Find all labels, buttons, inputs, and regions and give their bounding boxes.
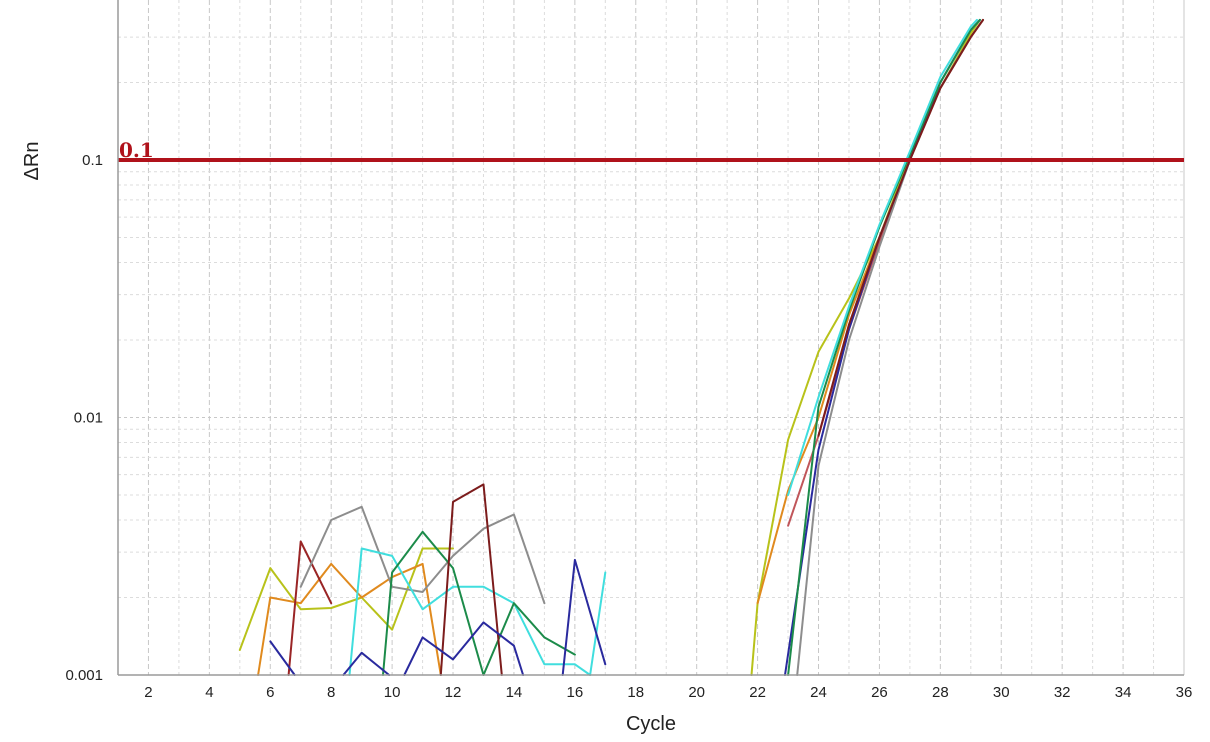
series-line-3	[287, 540, 333, 676]
x-tick-label: 20	[688, 684, 705, 701]
series-line-6	[382, 530, 576, 676]
series-line-18	[787, 18, 978, 496]
series-line-10	[403, 621, 525, 676]
x-tick-label: 36	[1176, 684, 1193, 701]
series-line-7	[439, 483, 503, 676]
grid	[118, 0, 1185, 675]
x-tick-label: 18	[627, 684, 644, 701]
y-tick-label: 0.01	[74, 410, 103, 427]
y-tick-labels: 0.001 0.01 0.1	[65, 152, 103, 684]
series-line-1	[238, 547, 454, 651]
x-tick-label: 4	[205, 684, 213, 701]
x-tick-label: 8	[327, 684, 335, 701]
series-lines	[238, 18, 984, 676]
x-axis-title: Cycle	[626, 713, 676, 735]
series-line-4	[299, 505, 546, 605]
plot-background	[118, 0, 1184, 675]
y-tick-label: 0.1	[82, 152, 103, 169]
x-tick-label: 14	[506, 684, 523, 701]
x-tick-label: 12	[445, 684, 462, 701]
x-tick-label: 24	[810, 684, 827, 701]
series-line-5	[348, 547, 607, 676]
x-tick-label: 26	[871, 684, 888, 701]
x-tick-label: 32	[1054, 684, 1071, 701]
x-tick-labels: 2 4 6 8 10 12 14 16 18 20 22 24 26 28 30 32 34 36	[144, 684, 1192, 701]
x-tick-label: 34	[1115, 684, 1132, 701]
x-tick-label: 30	[993, 684, 1010, 701]
series-line-11	[561, 558, 607, 676]
x-tick-label: 6	[266, 684, 274, 701]
y-tick-label: 0.001	[65, 667, 103, 684]
series-line-9	[342, 651, 391, 676]
x-tick-label: 22	[749, 684, 766, 701]
threshold-label: 0.1	[119, 138, 154, 162]
x-tick-label: 16	[567, 684, 584, 701]
x-tick-label: 28	[932, 684, 949, 701]
y-axis-title: ΔRn	[21, 142, 43, 181]
x-tick-label: 2	[144, 684, 152, 701]
x-tick-label: 10	[384, 684, 401, 701]
series-line-2	[257, 562, 442, 676]
series-line-8	[269, 640, 296, 676]
